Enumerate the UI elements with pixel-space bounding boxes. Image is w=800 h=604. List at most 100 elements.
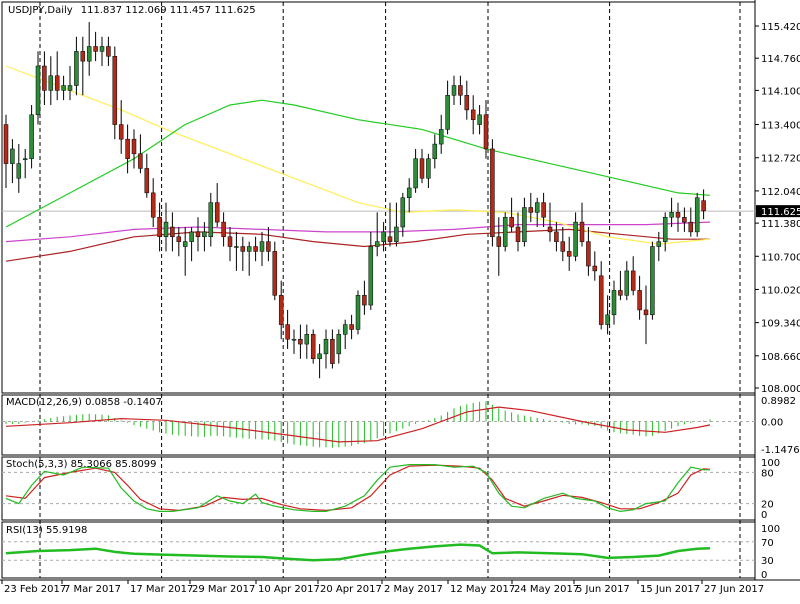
instrument-name: USDJPY,Daily xyxy=(8,5,73,16)
bull-candle xyxy=(304,334,310,345)
bear-candle xyxy=(118,124,124,140)
bull-candle xyxy=(445,95,450,130)
bear-candle xyxy=(144,168,150,194)
bull-candle xyxy=(669,212,674,218)
bull-candle xyxy=(182,241,188,247)
x-tick-label: 7 Mar 2017 xyxy=(64,584,121,595)
price-tick-label: 114.100 xyxy=(761,86,800,97)
stoch-tick-label: 100 xyxy=(761,458,780,469)
rsi-line xyxy=(5,543,711,562)
bear-candle xyxy=(214,202,220,223)
bull-candle xyxy=(67,85,73,91)
rsi-label: RSI(13) 55.9198 xyxy=(6,525,87,536)
bull-candle xyxy=(355,295,361,330)
bull-candle xyxy=(86,46,92,62)
bear-candle xyxy=(298,338,303,345)
x-tick-label: 2 May 2017 xyxy=(384,584,443,595)
bear-candle xyxy=(483,114,489,150)
bull-candle xyxy=(694,197,700,233)
bear-candle xyxy=(496,236,502,247)
macd-label: MACD(12,26,9) 0.0858 -0.1407 xyxy=(6,397,162,408)
bull-candle xyxy=(48,75,54,91)
bull-candle xyxy=(624,270,630,296)
bear-candle xyxy=(630,270,636,291)
current-price-label: 111.625 xyxy=(761,207,800,218)
stoch-tick-label: 0 xyxy=(761,510,767,521)
bear-candle xyxy=(221,221,226,238)
bear-candle xyxy=(419,158,425,179)
rsi-tick-label: 70 xyxy=(761,538,774,549)
stoch-signal-line xyxy=(5,464,711,512)
bear-candle xyxy=(566,251,572,257)
bear-candle xyxy=(618,290,623,296)
bear-candle xyxy=(586,241,591,267)
bear-candle xyxy=(131,138,137,155)
stoch-tick-label: 80 xyxy=(761,468,774,479)
rsi-tick-label: 30 xyxy=(761,556,774,567)
bear-candle xyxy=(106,46,111,57)
bull-candle xyxy=(35,65,41,116)
bull-candle xyxy=(438,129,444,145)
bull-candle xyxy=(374,241,380,247)
bear-candle xyxy=(464,95,470,111)
price-tick-label: 115.420 xyxy=(761,22,800,33)
x-tick-label: 29 Mar 2017 xyxy=(192,584,255,595)
bear-candle xyxy=(458,85,463,96)
rsi-tick-label: 100 xyxy=(761,524,780,535)
bear-candle xyxy=(528,207,534,213)
bull-candle xyxy=(534,202,540,213)
bull-candle xyxy=(477,114,482,125)
bear-candle xyxy=(54,75,60,91)
bull-candle xyxy=(656,241,662,247)
rsi-tick-label: 0 xyxy=(761,570,767,581)
bear-candle xyxy=(285,324,290,340)
x-tick-label: 12 May 2017 xyxy=(450,584,515,595)
bull-candle xyxy=(234,246,239,248)
bull-candle xyxy=(573,221,578,257)
bear-candle xyxy=(266,241,271,252)
bull-candle xyxy=(432,143,438,159)
bear-candle xyxy=(176,236,182,242)
bear-candle xyxy=(138,153,143,169)
x-tick-label: 27 Jun 2017 xyxy=(704,584,764,595)
stoch-main-line xyxy=(5,464,710,513)
bull-candle xyxy=(381,231,386,242)
bear-candle xyxy=(547,226,553,233)
macd-tick-label: 0.00 xyxy=(761,418,783,429)
bear-candle xyxy=(93,46,98,52)
bull-candle xyxy=(16,163,22,179)
bear-candle xyxy=(515,226,521,242)
bull-candle xyxy=(74,51,79,86)
bull-candle xyxy=(61,85,66,91)
price-tick-label: 110.020 xyxy=(761,285,800,296)
bear-candle xyxy=(579,221,585,242)
x-tick-label: 5 Jun 2017 xyxy=(576,584,630,595)
bear-candle xyxy=(470,109,476,120)
bear-candle xyxy=(330,338,335,364)
bear-candle xyxy=(554,231,559,242)
bull-candle xyxy=(662,216,668,242)
stoch-tick-label: 20 xyxy=(761,500,774,511)
ma-green-line xyxy=(5,99,711,228)
price-tick-label: 110.700 xyxy=(761,252,800,263)
bear-candle xyxy=(310,334,316,359)
bear-candle xyxy=(112,55,118,125)
bear-candle xyxy=(387,236,393,242)
bear-candle xyxy=(675,212,681,218)
bull-candle xyxy=(323,338,329,355)
bull-candle xyxy=(202,231,207,238)
bull-candle xyxy=(291,338,297,341)
bear-candle xyxy=(195,231,201,238)
stoch-label: Stoch(5,3,3) 85.3066 85.8099 xyxy=(6,459,157,470)
bear-candle xyxy=(3,124,9,164)
bear-candle xyxy=(643,309,649,316)
x-tick-label: 17 Mar 2017 xyxy=(130,584,193,595)
bear-candle xyxy=(490,148,495,238)
bull-candle xyxy=(522,207,527,242)
bull-candle xyxy=(611,290,617,316)
bull-candle xyxy=(342,324,348,335)
x-tick-label: 10 Apr 2017 xyxy=(258,584,320,595)
rsi-panel-frame xyxy=(1,521,756,579)
